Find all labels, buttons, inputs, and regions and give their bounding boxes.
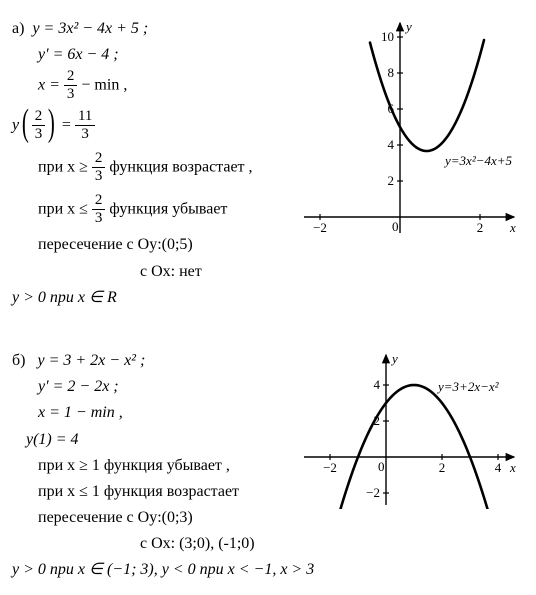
graph-a-container: −222468100xyy=3x²−4x+5 bbox=[300, 17, 520, 242]
xmin-a-suffix: − min , bbox=[81, 77, 127, 94]
inc-a-suffix: функция возрастает , bbox=[109, 159, 252, 176]
svg-text:4: 4 bbox=[388, 137, 395, 152]
dec-a-num: 2 bbox=[92, 192, 106, 210]
yval-a-frac: 11 3 bbox=[75, 108, 95, 142]
svg-text:x: x bbox=[509, 460, 516, 475]
xmin-a-frac: 2 3 bbox=[64, 68, 78, 102]
dec-a-den: 3 bbox=[92, 210, 106, 227]
eq-b-fn: y = 3 + 2x − x² ; bbox=[37, 352, 145, 369]
inc-a-num: 2 bbox=[92, 150, 106, 168]
svg-text:4: 4 bbox=[374, 377, 381, 392]
svg-text:y: y bbox=[390, 351, 398, 366]
eq-a-deriv: y′ = 6x − 4 ; bbox=[38, 46, 119, 63]
letter-b: б) bbox=[12, 352, 25, 369]
svg-text:y=3x²−4x+5: y=3x²−4x+5 bbox=[443, 153, 513, 168]
spacer bbox=[12, 312, 524, 346]
svg-text:x: x bbox=[509, 220, 516, 235]
problem-a: а) y = 3x² − 4x + 5 ; y′ = 6x − 4 ; x = … bbox=[12, 17, 524, 309]
yval-a-num: 11 bbox=[75, 108, 95, 126]
line-a-sign: y > 0 при x ∈ R bbox=[12, 286, 524, 309]
eq-a-fn: y = 3x² − 4x + 5 ; bbox=[32, 20, 148, 37]
xmin-a-prefix: x = bbox=[38, 77, 60, 94]
xmin-a-den: 3 bbox=[64, 86, 78, 103]
yarg-a-den: 3 bbox=[32, 126, 46, 143]
svg-text:0: 0 bbox=[392, 219, 399, 234]
svg-text:4: 4 bbox=[495, 460, 502, 475]
line-b-ox: с Ox: (3;0), (-1;0) bbox=[140, 532, 524, 555]
svg-text:2: 2 bbox=[388, 173, 395, 188]
graph-b: −224−2240xyy=3+2x−x² bbox=[300, 349, 520, 509]
problem-b: б) y = 3 + 2x − x² ; y′ = 2 − 2x ; x = 1… bbox=[12, 349, 524, 582]
svg-text:y: y bbox=[404, 19, 412, 34]
svg-text:0: 0 bbox=[378, 459, 385, 474]
line-a-ox: с Ox: нет bbox=[140, 260, 524, 283]
xmin-a-num: 2 bbox=[64, 68, 78, 86]
yval-b: y(1) = 4 bbox=[26, 431, 79, 448]
inc-a-frac: 2 3 bbox=[92, 150, 106, 184]
svg-text:2: 2 bbox=[439, 460, 446, 475]
dec-a-prefix: при x ≤ bbox=[38, 201, 88, 218]
graph-a: −222468100xyy=3x²−4x+5 bbox=[300, 17, 520, 237]
yarg-a-num: 2 bbox=[32, 108, 46, 126]
svg-text:y=3+2x−x²: y=3+2x−x² bbox=[436, 379, 500, 394]
sign-a: y > 0 при x ∈ R bbox=[12, 289, 117, 306]
inc-a-prefix: при x ≥ bbox=[38, 159, 88, 176]
svg-text:−2: −2 bbox=[323, 460, 337, 475]
svg-text:−2: −2 bbox=[313, 220, 327, 235]
svg-text:−2: −2 bbox=[366, 485, 380, 500]
yval-a-den: 3 bbox=[75, 126, 95, 143]
svg-text:2: 2 bbox=[477, 220, 484, 235]
sign-b: y > 0 при x ∈ (−1; 3), y < 0 при x < −1,… bbox=[12, 561, 314, 578]
graph-b-container: −224−2240xyy=3+2x−x² bbox=[300, 349, 520, 514]
yarg-a-frac: 2 3 bbox=[32, 108, 46, 142]
line-b-sign: y > 0 при x ∈ (−1; 3), y < 0 при x < −1,… bbox=[12, 558, 524, 581]
yval-a-prefix: y bbox=[12, 117, 19, 134]
dec-a-frac: 2 3 bbox=[92, 192, 106, 226]
eq-b-deriv: y′ = 2 − 2x ; bbox=[38, 378, 119, 395]
inc-a-den: 3 bbox=[92, 168, 106, 185]
yval-a-eq: = bbox=[62, 117, 71, 134]
xmin-b: x = 1 − min , bbox=[38, 404, 123, 421]
svg-text:8: 8 bbox=[388, 65, 395, 80]
dec-a-suffix: функция убывает bbox=[109, 201, 227, 218]
svg-text:10: 10 bbox=[381, 29, 394, 44]
letter-a: а) bbox=[12, 20, 24, 37]
